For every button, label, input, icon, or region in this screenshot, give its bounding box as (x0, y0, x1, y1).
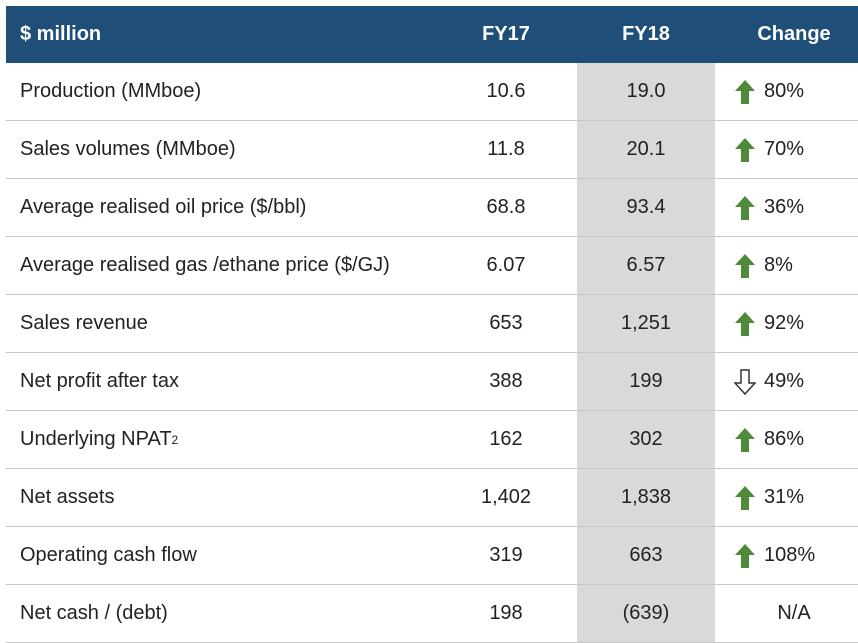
row-label: Average realised oil price ($/bbl) (20, 179, 306, 236)
row-change: 8% (734, 237, 854, 294)
row-label: Net profit after tax (20, 353, 179, 410)
row-fy17-value: 653 (489, 312, 523, 334)
row-label: Sales volumes (MMboe) (20, 121, 236, 178)
table-row: Sales revenue 653 1,251 92% (6, 295, 858, 353)
row-label: Production (MMboe) (20, 63, 201, 120)
change-value: 49% (764, 370, 805, 392)
header-label: $ million (20, 23, 102, 45)
change-value: 80% (764, 80, 805, 102)
table-header: $ million FY17 FY18 Change (6, 6, 858, 63)
row-change: 108% (734, 527, 854, 584)
arrow-up-icon (735, 137, 755, 162)
row-fy18-value: (639) (577, 585, 715, 642)
row-change: 31% (734, 469, 854, 526)
row-fy17-value: 319 (489, 544, 523, 566)
row-label: Operating cash flow (20, 527, 197, 584)
row-label: Net assets (20, 469, 114, 526)
row-label: Sales revenue (20, 295, 148, 352)
row-label-text: Underlying NPAT (20, 428, 172, 450)
row-fy18-value: 1,838 (577, 469, 715, 526)
table-row: Average realised oil price ($/bbl) 68.8 93… (6, 179, 858, 237)
change-value: 70% (764, 138, 805, 160)
change-value: 92% (764, 312, 805, 334)
change-value: 8% (764, 254, 793, 276)
change-value: 31% (764, 486, 805, 508)
arrow-up-icon (735, 79, 755, 104)
row-label-text: Average realised oil price ($/bbl) (20, 196, 307, 218)
row-fy18-value: 663 (577, 527, 715, 584)
row-fy18-value: 199 (577, 353, 715, 410)
row-label-text: Operating cash flow (20, 544, 197, 566)
row-label-text: Net profit after tax (20, 370, 179, 392)
change-value: 108% (764, 544, 816, 566)
row-label-text: Net assets (20, 486, 115, 508)
row-change: 86% (734, 411, 854, 468)
row-change: 70% (734, 121, 854, 178)
row-change: 36% (734, 179, 854, 236)
row-label-text: Net cash / (debt) (20, 602, 168, 624)
row-label-text: Average realised gas /ethane price ($/GJ… (20, 254, 390, 276)
row-label-text: Production (MMboe) (20, 80, 202, 102)
arrow-up-icon (735, 543, 755, 568)
table-body: Production (MMboe) 10.6 19.0 80% Sales volum… (6, 63, 858, 643)
row-fy17-value: 198 (489, 602, 523, 624)
arrow-up-icon (735, 311, 755, 336)
row-fy18-value: 6.57 (577, 237, 715, 294)
row-label: Underlying NPAT 2 (20, 428, 179, 450)
row-label-text: Sales revenue (20, 312, 148, 334)
row-fy17-value: 1,402 (480, 486, 532, 508)
row-fy17-value: 68.8 (486, 196, 526, 218)
row-fy17-value: 11.8 (487, 138, 525, 160)
arrow-up-icon (735, 485, 755, 510)
financial-summary-table: $ million FY17 FY18 Change Production (M… (6, 6, 858, 643)
table-row: Sales volumes (MMboe) 11.8 20.1 70% (6, 121, 858, 179)
table-row: Production (MMboe) 10.6 19.0 80% (6, 63, 858, 121)
row-change: N/A (734, 585, 854, 642)
row-change: 92% (734, 295, 854, 352)
row-fy17-value: 6.07 (486, 254, 526, 276)
row-fy17-value: 162 (489, 428, 523, 450)
row-fy18-value: 1,251 (577, 295, 715, 352)
row-fy17-value: 10.6 (486, 80, 526, 102)
row-fy18-value: 19.0 (577, 63, 715, 120)
change-value: N/A (777, 602, 811, 624)
row-fy18-value: 20.1 (577, 121, 715, 178)
row-label: Net cash / (debt) (20, 585, 168, 642)
header-fy17: FY17 (482, 23, 530, 45)
table-row: Average realised gas /ethane price ($/GJ… (6, 237, 858, 295)
table-row: Net profit after tax 388 199 49% (6, 353, 858, 411)
table-row: Net cash / (debt) 198 (639) N/A (6, 585, 858, 643)
arrow-up-icon (735, 195, 755, 220)
row-change: 49% (734, 353, 854, 410)
table-row: Net assets 1,402 1,838 31% (6, 469, 858, 527)
arrow-up-icon (735, 427, 755, 452)
header-fy18: FY18 (622, 23, 670, 45)
row-fy18-value: 302 (577, 411, 715, 468)
row-change: 80% (734, 63, 854, 120)
row-label: Average realised gas /ethane price ($/GJ… (20, 237, 390, 294)
change-value: 86% (764, 428, 805, 450)
header-change: Change (757, 23, 831, 45)
row-fy17-value: 388 (489, 370, 523, 392)
arrow-down-icon (734, 368, 756, 395)
table-row: Underlying NPAT 2 162 302 86% (6, 411, 858, 469)
change-value: 36% (764, 196, 805, 218)
row-fy18-value: 93.4 (577, 179, 715, 236)
arrow-up-icon (735, 253, 755, 278)
row-label-text: Sales volumes (MMboe) (20, 138, 236, 160)
table-row: Operating cash flow 319 663 108% (6, 527, 858, 585)
